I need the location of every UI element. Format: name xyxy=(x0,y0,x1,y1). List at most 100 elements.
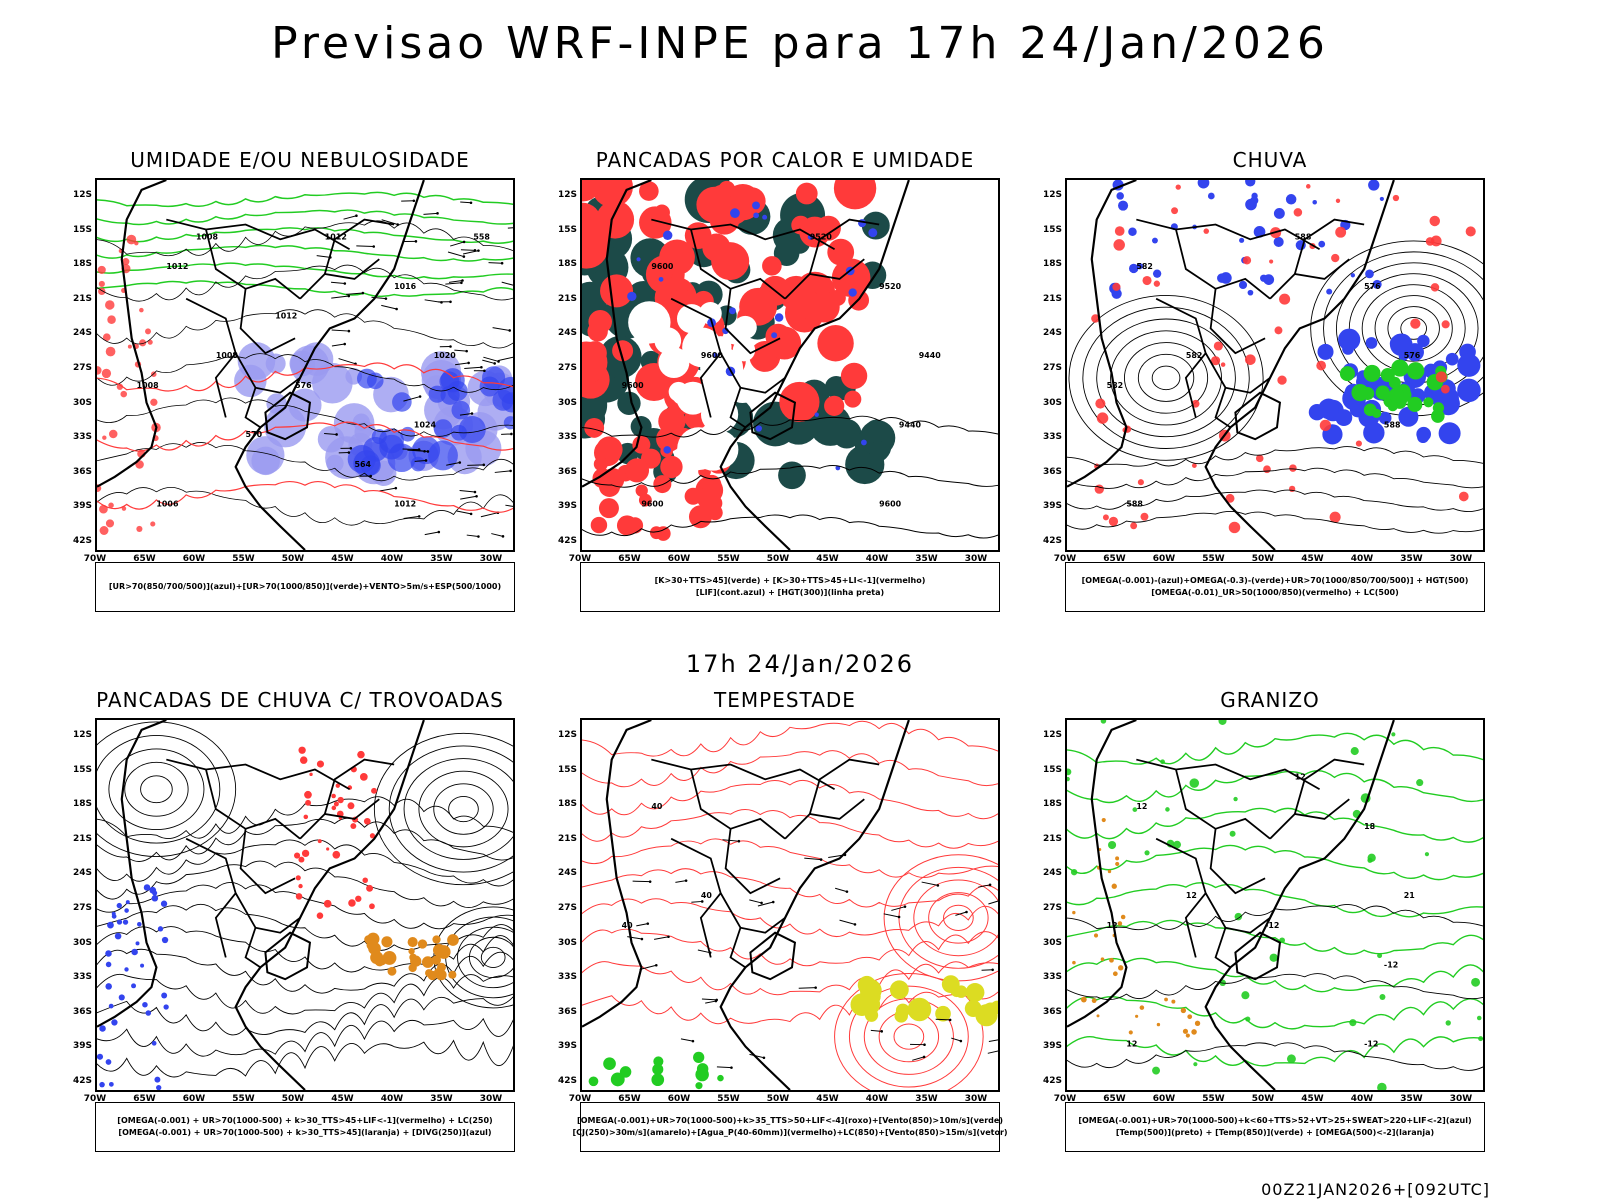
weather-cell xyxy=(795,182,818,205)
weather-cell xyxy=(728,307,736,315)
wind-vector-head xyxy=(437,530,441,534)
weather-map: 1012 1008 1008 1006 1012 1016 1020 1024 1012 576 5… xyxy=(97,180,513,550)
weather-cell xyxy=(626,517,644,534)
contour-line xyxy=(582,868,998,908)
latitude-label: 30S xyxy=(72,397,92,408)
latitude-label: 42S xyxy=(72,1076,92,1086)
weather-cell xyxy=(778,461,806,490)
wind-vector-head xyxy=(988,883,992,887)
weather-cell xyxy=(1245,180,1256,187)
contour-value-label: 1020 xyxy=(434,351,457,360)
wind-vector-head xyxy=(470,412,474,415)
weather-cell xyxy=(125,900,130,905)
wind-vector xyxy=(870,1029,882,1032)
latitude-label: 42S xyxy=(1042,536,1062,546)
weather-cell xyxy=(1432,402,1445,414)
wind-vector-head xyxy=(500,261,504,265)
contour-value-label: 1008 xyxy=(216,351,239,360)
longitude-label: 40W xyxy=(1350,554,1374,564)
contour-value-label: 12 xyxy=(1126,1039,1137,1048)
country-border xyxy=(1214,927,1231,969)
coastline-west xyxy=(97,720,167,1028)
weather-cell xyxy=(1135,1014,1139,1018)
contour-line xyxy=(1067,904,1483,931)
wind-vector xyxy=(691,900,703,903)
weather-cell xyxy=(1244,354,1256,365)
latitude-label: 24S xyxy=(1042,328,1062,339)
run-timestamp: 00Z21JAN2026+[092UTC] xyxy=(1261,1180,1490,1199)
weather-cell xyxy=(335,783,340,788)
coastline-east xyxy=(719,720,910,1090)
wind-vector-head xyxy=(700,900,704,903)
weather-cell xyxy=(1118,200,1129,211)
weather-cell xyxy=(440,368,465,393)
weather-cell xyxy=(663,446,671,454)
weather-cell xyxy=(108,429,118,439)
weather-cell xyxy=(350,823,357,830)
weather-cell xyxy=(333,801,339,807)
legend-line: [OMEGA(-0.001) + UR>70(1000-500) + k>30_… xyxy=(117,1116,493,1125)
weather-cell xyxy=(1194,1020,1201,1026)
latitude-label: 39S xyxy=(1042,1041,1062,1052)
wind-vector xyxy=(716,1066,732,1069)
contour-line xyxy=(97,817,513,862)
wind-vector xyxy=(505,504,513,507)
wind-vector xyxy=(346,292,363,295)
weather-cell xyxy=(251,446,280,476)
weather-cell xyxy=(1263,465,1271,474)
weather-cell xyxy=(366,884,374,892)
contour-value-label: 582 xyxy=(1186,351,1203,360)
weather-cell xyxy=(1171,207,1179,215)
weather-cell xyxy=(408,948,415,955)
weather-cell xyxy=(1476,1015,1482,1021)
wind-vector xyxy=(381,219,398,225)
weather-cell xyxy=(835,465,841,471)
country-border xyxy=(239,828,296,895)
weather-cell xyxy=(347,802,355,810)
coastline-west xyxy=(97,180,167,488)
weather-cell xyxy=(295,875,301,881)
uruguay-outline xyxy=(749,931,797,981)
weather-cell xyxy=(298,856,305,863)
longitude-label: 70W xyxy=(568,554,592,564)
wind-vector xyxy=(454,362,469,366)
country-border xyxy=(1136,218,1321,251)
longitude-label: 40W xyxy=(380,1094,404,1104)
weather-cell xyxy=(693,1051,705,1063)
contour-value-label: 582 xyxy=(1107,381,1124,390)
weather-cell xyxy=(696,1063,709,1075)
longitude-label: 70W xyxy=(1053,1094,1077,1104)
weather-cell xyxy=(1128,227,1137,236)
latitude-label: 30S xyxy=(72,937,92,948)
wind-vector xyxy=(722,839,739,842)
wind-vector xyxy=(460,249,475,251)
country-border xyxy=(651,758,836,791)
weather-cell xyxy=(1338,328,1361,351)
contour-line xyxy=(1067,957,1483,993)
latitude-label: 18S xyxy=(72,259,92,270)
wind-vector-head xyxy=(482,463,486,467)
wind-vector xyxy=(497,356,513,362)
weather-cell xyxy=(98,280,105,288)
longitude-label: 65W xyxy=(1103,1094,1126,1104)
latitude-label: 15S xyxy=(557,224,577,235)
contour-line xyxy=(582,928,998,967)
wind-vector xyxy=(424,299,442,303)
contour-line xyxy=(582,838,998,878)
wind-vector-head xyxy=(355,214,358,217)
uruguay-outline xyxy=(1234,391,1282,441)
weather-cell xyxy=(1465,226,1476,237)
weather-cell xyxy=(298,883,303,889)
contour-value-label: 9440 xyxy=(919,351,942,360)
latitude-label: 24S xyxy=(1042,868,1062,879)
weather-cell xyxy=(364,935,373,944)
wind-vector-head xyxy=(462,255,466,258)
country-border xyxy=(234,892,301,934)
weather-cell xyxy=(369,833,376,839)
latitude-label: 39S xyxy=(557,1041,577,1052)
isoline-ring xyxy=(448,795,479,823)
contour-value-label: 9600 xyxy=(622,381,645,390)
weather-cell xyxy=(331,805,337,811)
wind-vector-head xyxy=(396,223,399,226)
longitude-label: 70W xyxy=(83,1094,107,1104)
